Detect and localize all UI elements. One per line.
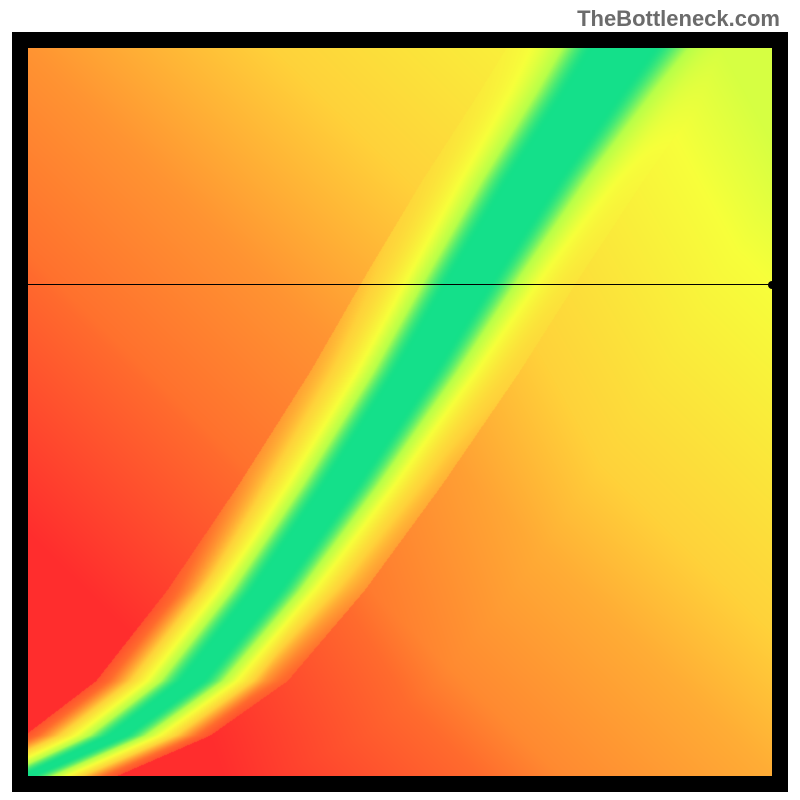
- heatmap-canvas: [28, 48, 772, 776]
- chart-container: TheBottleneck.com: [0, 0, 800, 800]
- horizontal-reference-line: [28, 284, 772, 285]
- reference-line-endpoint-dot: [768, 281, 772, 289]
- watermark-text: TheBottleneck.com: [577, 6, 780, 32]
- plot-area: [28, 48, 772, 776]
